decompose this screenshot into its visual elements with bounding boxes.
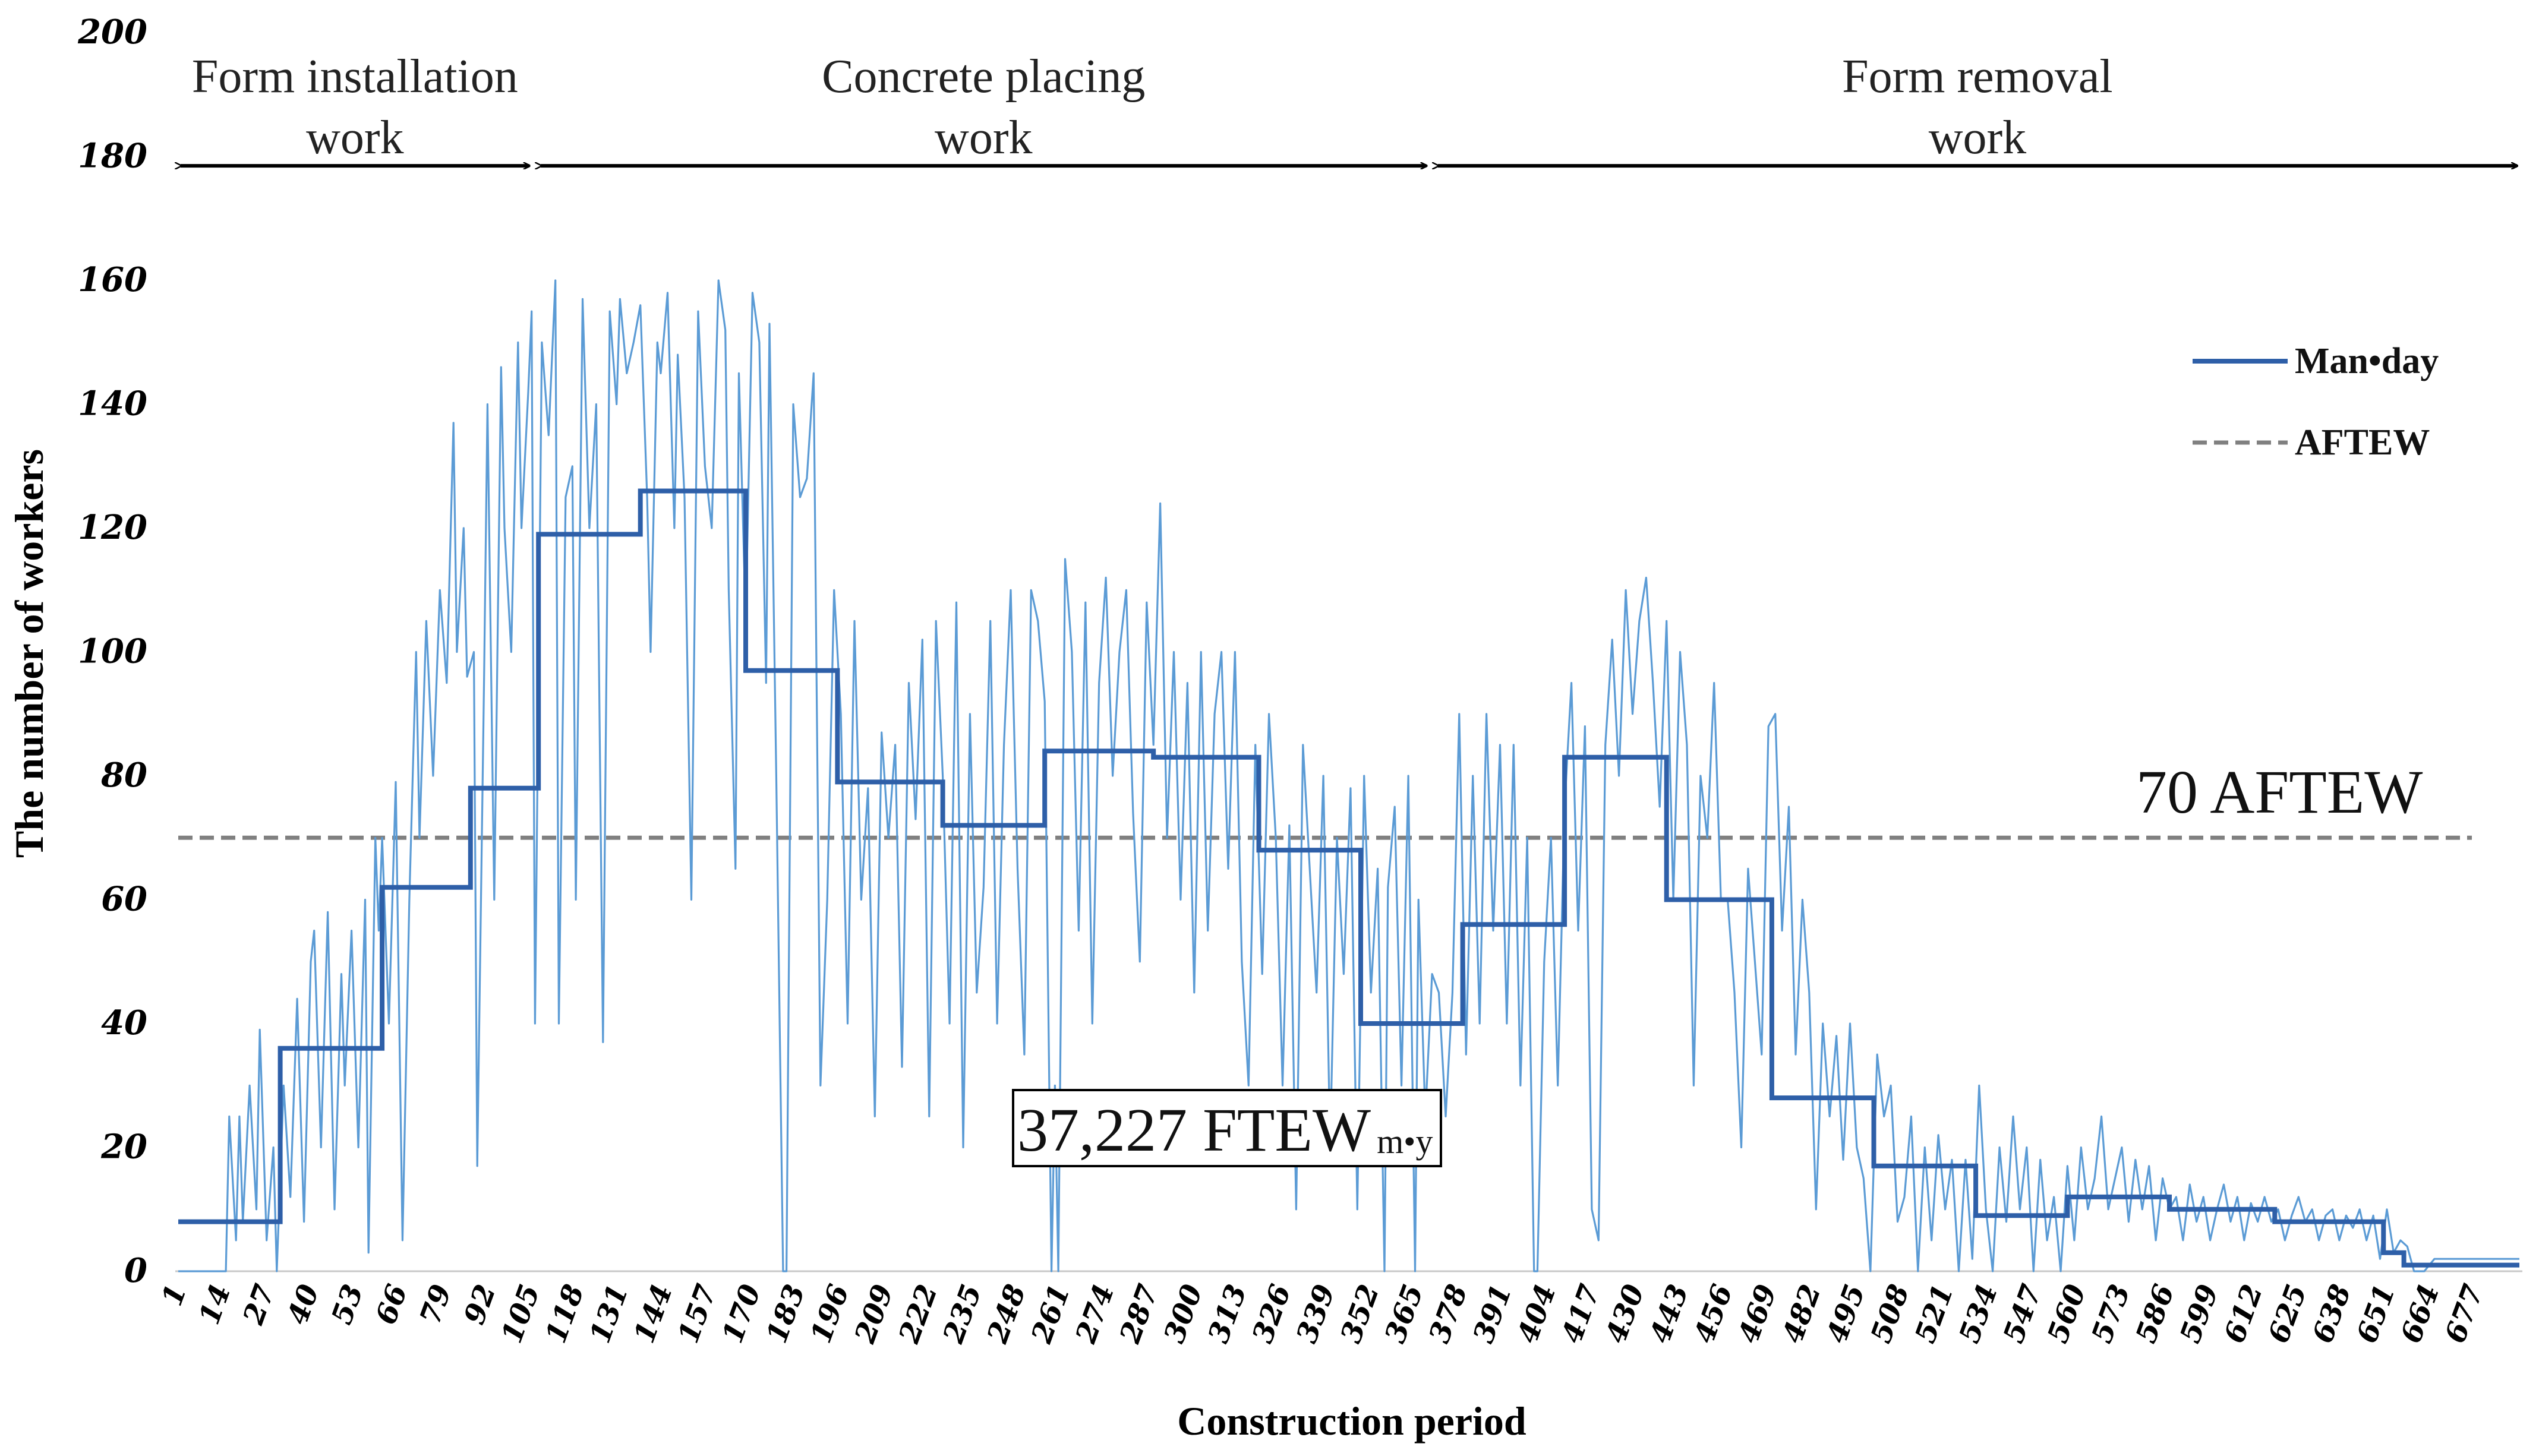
x-tick-label: 417 [1555,1280,1607,1347]
y-tick-label: 40 [101,1003,147,1043]
x-tick-label: 222 [892,1280,944,1348]
x-tick-label: 144 [627,1280,679,1347]
x-tick-label: 352 [1335,1280,1386,1347]
x-tick-label: 1 [155,1280,193,1310]
daily-workers-line [178,279,2519,1272]
x-tick-label: 560 [2041,1280,2093,1347]
ftew-annotation-box [1012,1089,1442,1167]
y-tick-label: 180 [78,137,147,176]
x-tick-label: 339 [1290,1280,1342,1347]
x-tick-label: 625 [2262,1280,2314,1347]
x-axis-title: Construction period [1177,1398,1526,1444]
x-tick-label: 118 [539,1280,591,1347]
x-tick-label: 573 [2085,1280,2137,1347]
plot-area [178,279,2519,1272]
x-tick-label: 443 [1644,1280,1695,1347]
x-tick-label: 456 [1688,1280,1739,1347]
x-tick-label: 638 [2306,1280,2358,1347]
y-axis-title: The number of workers [7,449,52,858]
x-tick-label: 40 [281,1280,326,1329]
ftew-annotation-text: 37,227 FTEW m•y [1017,1096,1433,1164]
x-tick-label: 92 [458,1280,502,1329]
x-tick-label: 14 [193,1280,237,1329]
x-tick-label: 170 [716,1280,768,1347]
y-tick-label: 160 [78,260,147,299]
y-tick-label: 0 [124,1251,147,1290]
x-tick-label: 534 [1953,1280,2004,1347]
x-tick-label: 547 [1997,1280,2049,1347]
aftew-annotation: 70 AFTEW [2136,758,2423,826]
x-tick-label: 521 [1909,1280,1960,1347]
x-tick-label: 495 [1820,1280,1872,1347]
phase-label: Form removal [1842,50,2112,103]
x-tick-label: 274 [1069,1280,1121,1348]
x-tick-label: 586 [2130,1280,2181,1347]
x-tick-label: 508 [1865,1280,1916,1347]
ftew-annotation: 37,227 FTEW m•y [1012,1089,1442,1167]
x-tick-label: 287 [1114,1280,1165,1348]
legend: Man•day AFTEW [2193,341,2439,463]
x-tick-label: 183 [760,1280,812,1347]
x-tick-label: 469 [1732,1280,1784,1347]
x-tick-label: 105 [495,1280,547,1347]
phase-label: work [1929,112,2026,164]
x-tick-label: 430 [1600,1280,1651,1347]
y-tick-label: 200 [77,12,147,52]
x-tick-label: 209 [848,1280,900,1348]
legend-label-manday: Man•day [2295,341,2439,381]
x-axis: 1142740536679921051181311441571701831962… [155,1280,2490,1348]
x-tick-label: 313 [1202,1280,1254,1347]
x-tick-label: 53 [325,1280,370,1329]
phase-label: Form installation [192,50,518,103]
x-tick-label: 378 [1423,1280,1474,1347]
x-tick-label: 482 [1776,1280,1828,1347]
x-tick-label: 612 [2218,1280,2269,1347]
y-tick-label: 140 [78,384,147,424]
phase-label: Concrete placing [822,50,1145,103]
x-tick-label: 651 [2350,1280,2402,1347]
legend-label-aftew: AFTEW [2295,422,2430,463]
x-tick-label: 391 [1467,1280,1519,1347]
x-tick-label: 79 [414,1280,458,1329]
x-tick-label: 196 [804,1280,856,1347]
x-tick-label: 326 [1246,1280,1298,1347]
y-tick-label: 100 [78,632,147,671]
phase-label: work [935,112,1032,164]
phase-annotations: Form installation work Concrete placing wor… [181,50,2517,166]
x-tick-label: 235 [936,1280,988,1348]
y-axis: 0 20 40 60 80 100 120 140 160 180 200 [77,12,147,1290]
x-tick-label: 365 [1379,1280,1430,1347]
phase-label: work [306,112,403,164]
x-tick-label: 261 [1025,1280,1077,1348]
x-tick-label: 300 [1157,1280,1209,1347]
y-tick-label: 60 [101,880,147,919]
x-tick-label: 664 [2395,1280,2446,1347]
y-tick-label: 20 [100,1127,147,1167]
y-tick-label: 120 [78,508,147,547]
manday-step-line [178,488,2519,1268]
y-tick-label: 80 [100,756,147,795]
x-tick-label: 157 [671,1280,723,1347]
x-tick-label: 66 [370,1280,414,1329]
x-tick-label: 131 [584,1280,635,1347]
x-tick-label: 27 [236,1280,282,1329]
x-tick-label: 404 [1511,1280,1563,1347]
x-tick-label: 599 [2174,1280,2225,1347]
x-tick-label: 248 [980,1280,1032,1348]
x-tick-label: 677 [2439,1280,2490,1347]
